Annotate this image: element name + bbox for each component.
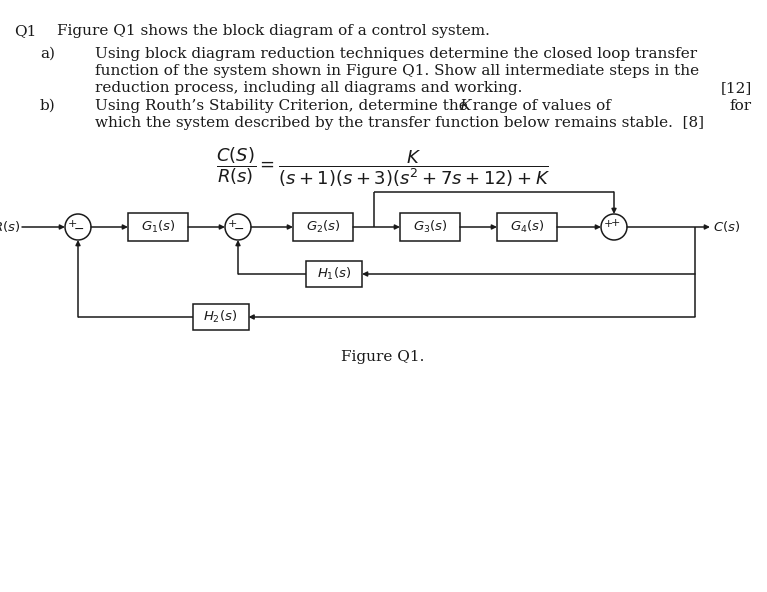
Bar — [497, 213, 557, 241]
Text: Using Routh’s Stability Criterion, determine the range of values of: Using Routh’s Stability Criterion, deter… — [95, 99, 616, 113]
Bar — [400, 213, 460, 241]
Text: $\dfrac{C(S)}{R(s)} = \dfrac{K}{(s + 1)(s + 3)(s^2 + 7s + 12) + K}$: $\dfrac{C(S)}{R(s)} = \dfrac{K}{(s + 1)(… — [216, 145, 550, 189]
Text: reduction process, including all diagrams and working.: reduction process, including all diagram… — [95, 81, 522, 95]
Text: Figure Q1 shows the block diagram of a control system.: Figure Q1 shows the block diagram of a c… — [57, 24, 490, 38]
Text: $H_2(s)$: $H_2(s)$ — [203, 309, 238, 325]
Text: function of the system shown in Figure Q1. Show all intermediate steps in the: function of the system shown in Figure Q… — [95, 64, 700, 78]
Bar — [193, 304, 249, 330]
Text: a): a) — [40, 47, 55, 61]
Circle shape — [65, 214, 91, 240]
Text: +: + — [611, 218, 620, 228]
Circle shape — [225, 214, 251, 240]
Text: b): b) — [40, 99, 56, 113]
Text: +: + — [604, 219, 614, 229]
Text: [12]: [12] — [721, 81, 752, 95]
Text: −: − — [74, 223, 84, 236]
Text: Using block diagram reduction techniques determine the closed loop transfer: Using block diagram reduction techniques… — [95, 47, 697, 61]
Text: $H_1(s)$: $H_1(s)$ — [317, 266, 351, 282]
Text: $G_3(s)$: $G_3(s)$ — [413, 219, 447, 235]
Text: $R(s)$: $R(s)$ — [0, 218, 20, 233]
Text: −: − — [234, 223, 244, 236]
Text: +: + — [68, 219, 77, 229]
Text: $C(s)$: $C(s)$ — [713, 218, 740, 233]
Bar — [128, 213, 188, 241]
Text: Figure Q1.: Figure Q1. — [341, 350, 425, 364]
Text: K: K — [459, 99, 470, 113]
Text: Q1: Q1 — [14, 24, 36, 38]
Text: for: for — [730, 99, 752, 113]
Text: $G_2(s)$: $G_2(s)$ — [306, 219, 341, 235]
Text: which the system described by the transfer function below remains stable.  [8]: which the system described by the transf… — [95, 116, 704, 130]
Bar — [293, 213, 353, 241]
Bar — [306, 261, 362, 287]
Text: +: + — [228, 219, 237, 229]
Text: $G_4(s)$: $G_4(s)$ — [510, 219, 545, 235]
Circle shape — [601, 214, 627, 240]
Text: $G_1(s)$: $G_1(s)$ — [140, 219, 176, 235]
